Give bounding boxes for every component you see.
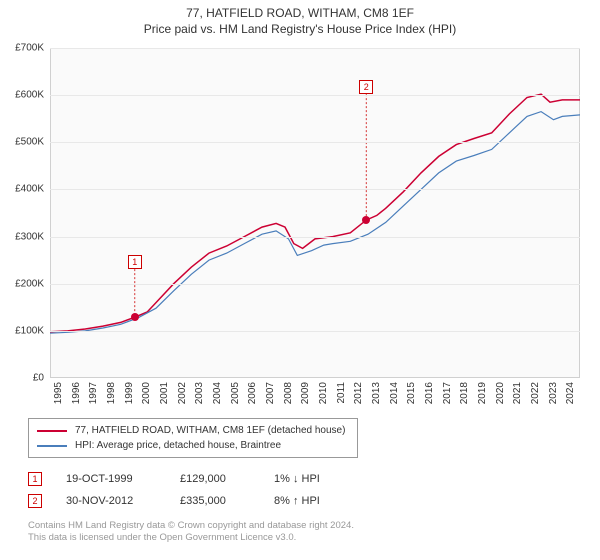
- x-axis-label: 2004: [212, 382, 223, 404]
- x-axis-label: 2008: [283, 382, 294, 404]
- x-axis-label: 2002: [177, 382, 188, 404]
- x-axis-label: 2016: [424, 382, 435, 404]
- gridline: [50, 189, 580, 190]
- y-axis-label: £500K: [0, 137, 44, 148]
- x-axis-label: 2023: [548, 382, 559, 404]
- y-axis-label: £100K: [0, 325, 44, 336]
- x-axis-label: 2022: [530, 382, 541, 404]
- transaction-date: 19-OCT-1999: [66, 473, 156, 485]
- y-axis-label: £700K: [0, 43, 44, 54]
- x-axis-label: 2021: [512, 382, 523, 404]
- x-axis-label: 2019: [477, 382, 488, 404]
- gridline: [50, 95, 580, 96]
- footer: Contains HM Land Registry data © Crown c…: [28, 520, 580, 545]
- marker-label: 1: [128, 255, 142, 269]
- y-axis-label: £400K: [0, 184, 44, 195]
- gridline: [50, 284, 580, 285]
- x-axis-label: 2010: [318, 382, 329, 404]
- transaction-date: 30-NOV-2012: [66, 495, 156, 507]
- transaction-price: £129,000: [180, 473, 250, 485]
- transaction-row: 2 30-NOV-2012 £335,000 8% ↑ HPI: [28, 490, 580, 512]
- transaction-diff: 8% ↑ HPI: [274, 495, 354, 507]
- chart-title-block: 77, HATFIELD ROAD, WITHAM, CM8 1EF Price…: [0, 0, 600, 38]
- x-axis-label: 2000: [141, 382, 152, 404]
- series-line: [50, 94, 580, 332]
- x-axis-label: 2005: [230, 382, 241, 404]
- legend-swatch: [37, 445, 67, 447]
- legend: 77, HATFIELD ROAD, WITHAM, CM8 1EF (deta…: [28, 418, 358, 458]
- x-axis-label: 1996: [71, 382, 82, 404]
- transaction-diff: 1% ↓ HPI: [274, 473, 354, 485]
- y-axis-label: £300K: [0, 231, 44, 242]
- x-axis-label: 2007: [265, 382, 276, 404]
- x-axis-label: 2017: [442, 382, 453, 404]
- y-axis-label: £200K: [0, 278, 44, 289]
- x-axis-label: 1995: [53, 382, 64, 404]
- legend-swatch: [37, 430, 67, 432]
- footer-line1: Contains HM Land Registry data © Crown c…: [28, 520, 580, 532]
- x-axis-label: 1999: [124, 382, 135, 404]
- x-axis-label: 2024: [565, 382, 576, 404]
- gridline: [50, 237, 580, 238]
- transaction-row: 1 19-OCT-1999 £129,000 1% ↓ HPI: [28, 468, 580, 490]
- x-axis-label: 2001: [159, 382, 170, 404]
- x-axis-label: 1998: [106, 382, 117, 404]
- transaction-marker: 1: [28, 472, 42, 486]
- x-axis-label: 2013: [371, 382, 382, 404]
- legend-item: HPI: Average price, detached house, Brai…: [37, 438, 349, 453]
- x-axis-label: 1997: [88, 382, 99, 404]
- x-axis-label: 2011: [336, 382, 347, 404]
- legend-label: 77, HATFIELD ROAD, WITHAM, CM8 1EF (deta…: [75, 425, 345, 436]
- x-axis-label: 2015: [406, 382, 417, 404]
- x-axis-label: 2012: [353, 382, 364, 404]
- transaction-price: £335,000: [180, 495, 250, 507]
- gridline: [50, 48, 580, 49]
- chart-area: £0£100K£200K£300K£400K£500K£600K£700K199…: [50, 48, 580, 378]
- legend-label: HPI: Average price, detached house, Brai…: [75, 440, 281, 451]
- transaction-marker: 2: [28, 494, 42, 508]
- marker-label: 2: [359, 80, 373, 94]
- gridline: [50, 331, 580, 332]
- title-line2: Price paid vs. HM Land Registry's House …: [0, 22, 600, 36]
- chart-svg: [50, 48, 580, 378]
- series-line: [50, 112, 580, 334]
- x-axis-label: 2020: [495, 382, 506, 404]
- gridline: [50, 142, 580, 143]
- transaction-point: [362, 216, 370, 224]
- legend-item: 77, HATFIELD ROAD, WITHAM, CM8 1EF (deta…: [37, 423, 349, 438]
- y-axis-label: £0: [0, 373, 44, 384]
- x-axis-label: 2009: [300, 382, 311, 404]
- transactions-table: 1 19-OCT-1999 £129,000 1% ↓ HPI 2 30-NOV…: [28, 468, 580, 512]
- x-axis-label: 2006: [247, 382, 258, 404]
- y-axis-label: £600K: [0, 90, 44, 101]
- title-line1: 77, HATFIELD ROAD, WITHAM, CM8 1EF: [0, 6, 600, 20]
- x-axis-label: 2014: [389, 382, 400, 404]
- x-axis-label: 2018: [459, 382, 470, 404]
- x-axis-label: 2003: [194, 382, 205, 404]
- footer-line2: This data is licensed under the Open Gov…: [28, 532, 580, 544]
- transaction-point: [131, 313, 139, 321]
